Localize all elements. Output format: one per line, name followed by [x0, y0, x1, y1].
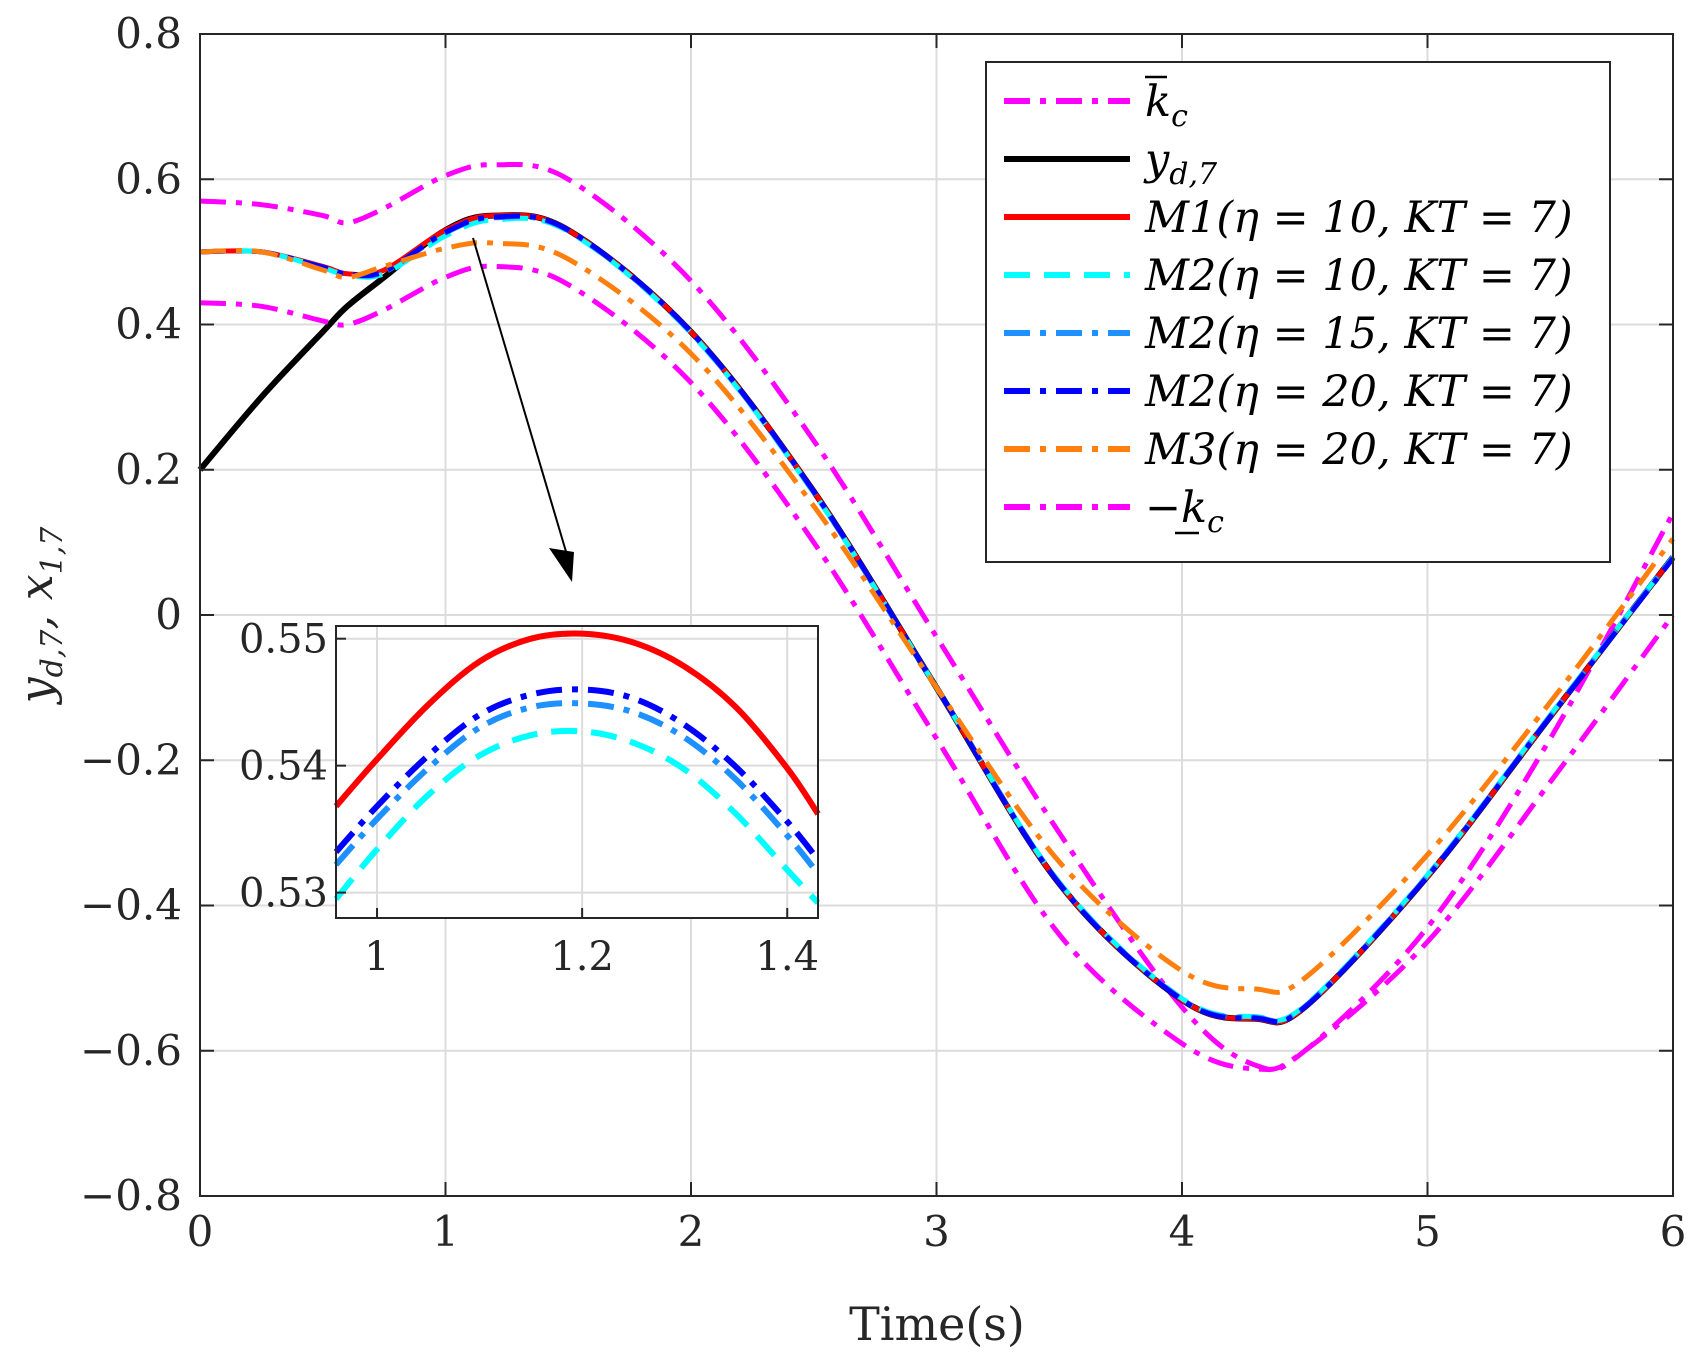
legend-label-5: M2(η = 15, KT = 7): [1144, 309, 1573, 359]
x-axis-title: Time(s): [849, 1297, 1025, 1351]
inset-series-line-4: [333, 686, 821, 862]
x-tick-label: 3: [923, 1207, 950, 1256]
zoom-arrow-shaft: [472, 237, 568, 556]
inset-y-tick-label: 0.53: [239, 871, 328, 917]
main-ticks: 0 1 2 3 4 5 6 0.8 0.6 0.4 0.2 0 −0.2 −0.4 −0.6 −0.8: [80, 9, 1686, 1256]
main-series-lines: [197, 161, 1676, 1073]
zoom-arrow-head: [549, 548, 574, 582]
legend-label-6: M2(η = 20, KT = 7): [1144, 367, 1573, 417]
inset-x-tick-label: 1: [364, 934, 389, 980]
y-tick-label: 0.2: [115, 445, 182, 494]
y-axis-title-text: yd,7, x1,7: [9, 526, 70, 706]
zoom-arrow: [472, 237, 574, 582]
legend-label-2: yd,7: [1143, 135, 1218, 192]
legend-label-8: −kc: [1145, 483, 1224, 540]
legend-label-3: M1(η = 10, KT = 7): [1144, 193, 1573, 243]
x-tick-label: 5: [1414, 1207, 1441, 1256]
x-tick-label: 0: [187, 1207, 214, 1256]
series-line-6: [199, 213, 1675, 1025]
inset-y-tick-label: 0.55: [239, 617, 328, 663]
y-tick-label: −0.2: [80, 735, 182, 784]
inset-x-tick-label: 1.4: [755, 934, 819, 980]
legend-label-7: M3(η = 20, KT = 7): [1144, 425, 1573, 475]
y-tick-label: 0.6: [115, 154, 182, 203]
x-tick-label: 1: [432, 1207, 459, 1256]
y-tick-label: −0.4: [80, 881, 182, 930]
y-tick-label: −0.8: [80, 1171, 182, 1220]
series-line-1: [199, 161, 1676, 1073]
inset-y-tick-label: 0.54: [239, 744, 328, 790]
inset-series-line-1: [333, 630, 821, 816]
legend-box: [985, 61, 1611, 563]
y-tick-label: 0.4: [115, 300, 182, 349]
series-line-8: [199, 263, 1676, 1073]
legend-label-4: M2(η = 10, KT = 7): [1144, 251, 1573, 301]
legend-label-1: kc: [1145, 77, 1188, 134]
inset-axes-box: [335, 625, 819, 919]
x-tick-label: 6: [1660, 1207, 1687, 1256]
series-line-7: [199, 240, 1675, 995]
y-tick-label: −0.6: [80, 1026, 182, 1075]
inset-x-tick-label: 1.2: [550, 934, 614, 980]
y-axis-title: yd,7, x1,7: [9, 526, 70, 706]
inset-ticks: 1 1.2 1.4 0.55 0.54 0.53: [239, 617, 819, 980]
x-tick-label: 2: [678, 1207, 705, 1256]
inset-series-lines: [333, 630, 821, 905]
y-tick-label: 0.8: [115, 9, 182, 58]
y-tick-label: 0: [155, 590, 182, 639]
x-tick-label: 4: [1169, 1207, 1196, 1256]
inset-series-line-3: [333, 700, 821, 876]
